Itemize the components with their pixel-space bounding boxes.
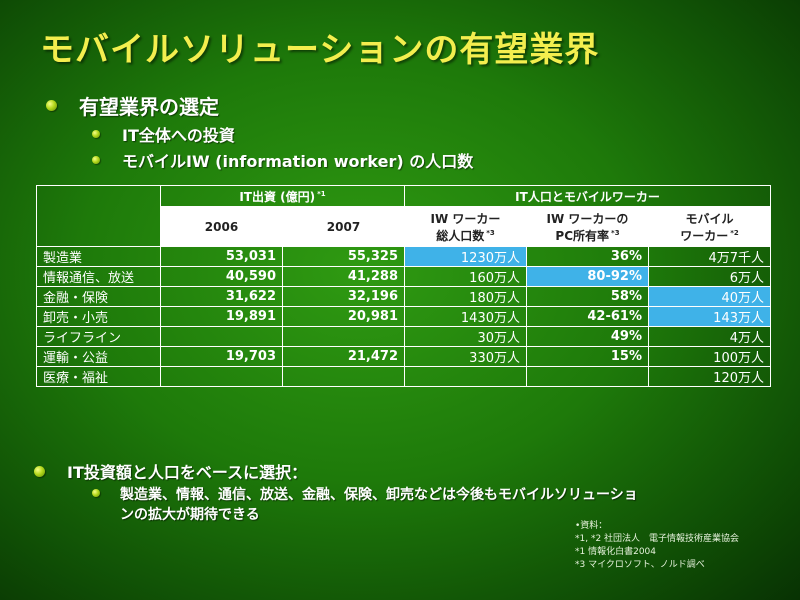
bullet-text: IT全体への投資: [122, 126, 235, 145]
table-row: 医療・福祉 120万人: [36, 366, 771, 387]
header-it-investment: IT出資 (億円) *1: [160, 185, 405, 207]
table-row: 運輸・公益 19,703 21,472 330万人 15% 100万人: [36, 346, 771, 367]
note-line: *1, *2 社団法人 電子情報技術産業協会: [575, 534, 740, 544]
table-corner-cell: [36, 185, 161, 247]
bullet-text: 有望業界の選定: [79, 95, 219, 119]
table-row: 製造業 53,031 55,325 1230万人 36% 4万7千人: [36, 246, 771, 267]
table-row: 情報通信、放送 40,590 41,288 160万人 80-92% 6万人: [36, 266, 771, 287]
slide-title: モバイルソリューションの有望業界: [40, 30, 600, 70]
col-2007: 2007: [282, 206, 405, 247]
selection-description: 製造業、情報、通信、放送、金融、保険、卸売などは今後もモバイルソリューションの拡…: [120, 487, 638, 523]
bullet-mobile-iw: モバイルIW (information worker) の人口数: [92, 148, 473, 172]
col-2006: 2006: [160, 206, 283, 247]
bullet-industry-selection: 有望業界の選定: [46, 91, 219, 120]
col-iw-total: IW ワーカー 総人口数 *3: [404, 206, 527, 247]
bullet-text: モバイルIW (information worker) の人口数: [122, 152, 474, 171]
source-notes: •資料： *1, *2 社団法人 電子情報技術産業協会 *1 情報化白書2004…: [575, 520, 739, 572]
table-row: 金融・保険 31,622 32,196 180万人 58% 40万人: [36, 286, 771, 307]
bullet-icon: [46, 100, 57, 111]
bullet-text: IT投資額と人口をベースに選択：: [67, 463, 308, 482]
bullet-icon: [92, 156, 100, 164]
header-it-population: IT人口とモバイルワーカー: [404, 185, 771, 207]
notes-header: •資料：: [575, 521, 608, 531]
bullet-icon: [92, 130, 100, 138]
bullet-it-investment: IT全体への投資: [92, 122, 235, 146]
note-line: *1 情報化白書2004: [575, 547, 656, 557]
industry-table: IT出資 (億円) *1 IT人口とモバイルワーカー 2006 2007 IW ワ…: [36, 185, 771, 387]
col-mobile-worker: モバイル ワーカー *2: [648, 206, 771, 247]
col-pc-ownership: IW ワーカーの PC所有率 *3: [526, 206, 649, 247]
bullet-icon: [92, 489, 100, 497]
bullet-selection-basis: IT投資額と人口をベースに選択：: [34, 459, 307, 483]
table-row: ライフライン 30万人 49% 4万人: [36, 326, 771, 347]
table-row: 卸売・小売 19,891 20,981 1430万人 42-61% 143万人: [36, 306, 771, 327]
bullet-icon: [34, 465, 45, 477]
note-line: *3 マイクロソフト、ノルド調べ: [575, 560, 705, 570]
bullet-dot-sub: [92, 489, 122, 497]
